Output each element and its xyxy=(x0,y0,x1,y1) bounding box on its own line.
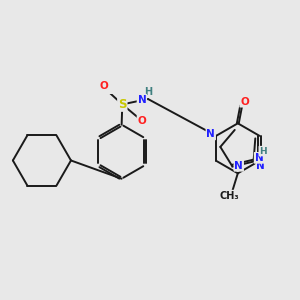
Text: N: N xyxy=(255,153,263,163)
Text: CH₃: CH₃ xyxy=(220,190,239,201)
Text: H: H xyxy=(144,87,152,97)
Text: O: O xyxy=(137,116,146,126)
Text: N: N xyxy=(234,161,243,171)
Text: O: O xyxy=(99,81,108,91)
Text: O: O xyxy=(240,97,249,107)
Text: H: H xyxy=(259,147,267,156)
Text: N: N xyxy=(256,161,265,171)
Text: N: N xyxy=(137,95,146,105)
Text: N: N xyxy=(206,130,215,140)
Text: S: S xyxy=(118,98,127,111)
